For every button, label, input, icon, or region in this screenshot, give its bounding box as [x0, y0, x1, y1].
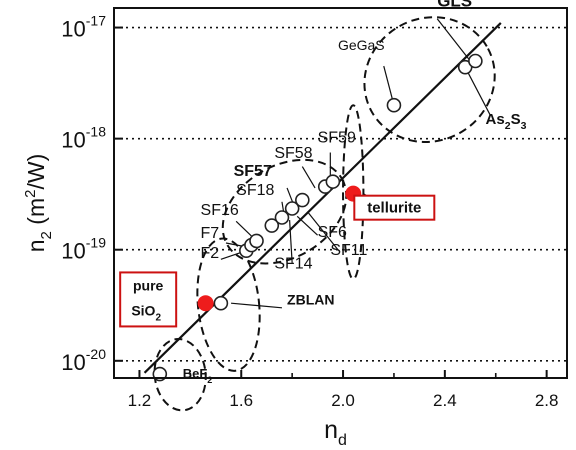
y-axis-title: n2 (m2/W)	[22, 154, 55, 252]
material-label: SF57	[234, 163, 272, 180]
material-label: GeGaS	[338, 37, 385, 53]
annotation-leader-line	[464, 66, 492, 117]
y-tick-label: 10-20	[61, 346, 106, 375]
y-tick-label: 10-19	[61, 235, 106, 264]
pure-sio2-boxed-label: pure SiO2	[119, 271, 178, 328]
annotation-leader-line	[301, 166, 316, 189]
data-points	[152, 53, 483, 382]
material-label: SF14	[274, 255, 312, 272]
grid-lines	[114, 26, 567, 362]
material-label: SF11	[330, 242, 367, 259]
plot-frame	[113, 7, 568, 379]
y-tick-label: 10-18	[61, 124, 106, 153]
tellurite-boxed-label: tellurite	[353, 194, 436, 221]
material-label: F7	[201, 225, 220, 242]
open-data-point	[468, 53, 483, 69]
material-label: SF18	[236, 182, 274, 199]
open-data-point	[264, 218, 280, 233]
material-label: F2	[201, 245, 220, 262]
material-label: SF16	[201, 202, 239, 219]
material-label: ZBLAN	[287, 292, 334, 308]
material-label: GLS	[437, 0, 472, 10]
y-tick-label: 10-17	[61, 13, 106, 42]
open-data-point	[249, 233, 264, 249]
label-box	[353, 194, 436, 221]
fit-line	[143, 22, 502, 374]
boxed-label-text: SiO2	[131, 302, 161, 323]
open-data-point	[295, 192, 310, 208]
x-tick-label: 1.2	[128, 391, 152, 410]
material-label: SF59	[318, 130, 356, 147]
annotation-leader-line	[231, 302, 283, 309]
annotation-leader-line	[296, 215, 319, 236]
annotation-leader-line	[289, 220, 293, 263]
material-label: BeF2	[183, 366, 213, 385]
open-data-point	[213, 295, 229, 311]
annotation-leader-line	[306, 211, 339, 251]
x-tick-label: 2.0	[331, 391, 355, 410]
x-tick-label: 1.6	[229, 391, 253, 410]
fit-line-segment	[143, 22, 502, 374]
material-label: As2S3	[486, 111, 527, 132]
annotation-leader-line	[436, 18, 471, 62]
material-label: SF6	[318, 224, 347, 241]
material-label: SF58	[274, 145, 312, 162]
open-data-point	[325, 174, 341, 189]
boxed-label-text: pure	[133, 277, 164, 293]
chalcogenide-outline	[363, 16, 496, 144]
label-box	[119, 271, 178, 328]
tellurite-outline	[342, 104, 365, 280]
open-data-point	[274, 210, 290, 225]
x-axis-title: nd	[324, 416, 347, 449]
x-tick-label: 2.8	[535, 391, 559, 410]
highlighted-data-point	[197, 295, 214, 312]
x-tick-label: 2.4	[433, 391, 457, 410]
zblan-outline	[196, 237, 261, 372]
boxed-label-text: tellurite	[367, 200, 421, 217]
axes: 1.2 1.6 2.0 2.4 2.8 10-20 10-19 10-18 10-17 nd n2 …	[22, 7, 568, 449]
open-data-point	[386, 97, 402, 113]
open-data-point	[284, 201, 300, 216]
